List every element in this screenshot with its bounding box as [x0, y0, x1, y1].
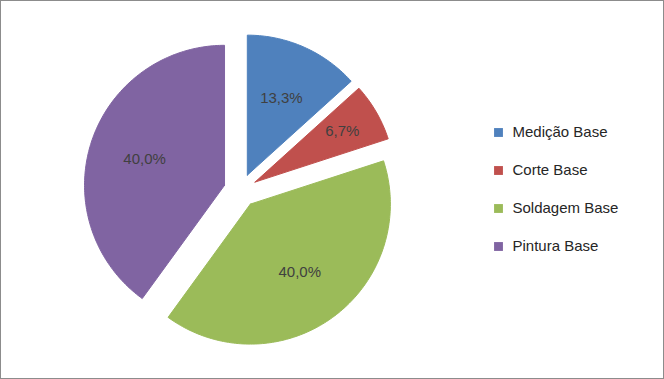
svg-text:Pintura Base: Pintura Base: [513, 237, 599, 254]
svg-text:40,0%: 40,0%: [278, 263, 321, 280]
svg-text:Medição Base: Medição Base: [513, 123, 608, 140]
svg-text:Corte Base: Corte Base: [513, 161, 588, 178]
svg-text:6,7%: 6,7%: [325, 122, 359, 139]
svg-text:13,3%: 13,3%: [260, 89, 303, 106]
svg-text:Soldagem Base: Soldagem Base: [513, 199, 619, 216]
svg-text:40,0%: 40,0%: [123, 150, 166, 167]
